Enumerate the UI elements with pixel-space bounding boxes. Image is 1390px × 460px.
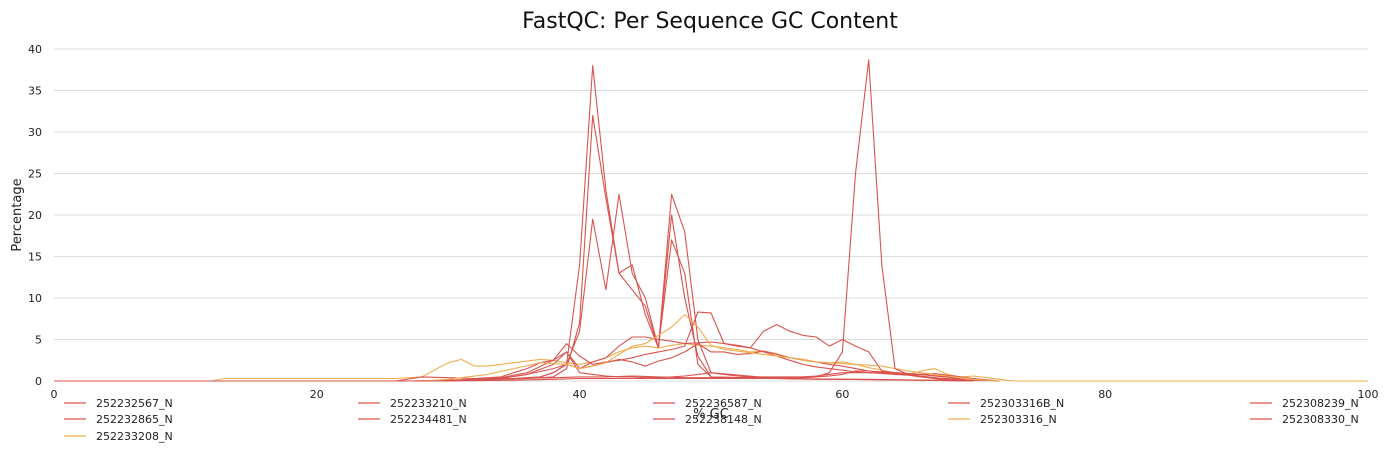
x-axis-ticks: 0 20 40 60 80 100 — [51, 388, 1379, 401]
series-lines — [54, 59, 1368, 382]
series-line-252232567_N — [54, 114, 1001, 382]
legend-label: 252303316B_N — [980, 397, 1064, 410]
y-tick-label: 25 — [28, 168, 42, 181]
y-tick-label: 15 — [28, 251, 42, 264]
series-line-252233208_N — [54, 343, 1368, 382]
chart-title: FastQC: Per Sequence GC Content — [522, 9, 898, 34]
legend-label: 252232865_N — [96, 413, 173, 426]
y-axis-ticks: 0 5 10 15 20 25 30 35 40 — [28, 43, 42, 388]
y-tick-label: 40 — [28, 43, 42, 56]
series-line-252308239_N — [54, 59, 974, 382]
x-tick-label: 40 — [573, 388, 587, 401]
y-tick-label: 30 — [28, 126, 42, 139]
series-line-252234481_N — [54, 65, 974, 382]
legend-label: 252238148_N — [685, 413, 762, 426]
series-line-252303316B_N — [54, 351, 974, 382]
y-axis-title: Percentage — [10, 178, 25, 251]
gridlines — [54, 48, 1368, 382]
legend-label: 252308330_N — [1282, 413, 1359, 426]
legend-label: 252236587_N — [685, 397, 762, 410]
legend-label: 252233210_N — [390, 397, 467, 410]
x-tick-label: 60 — [835, 388, 849, 401]
legend-label: 252303316_N — [980, 413, 1057, 426]
series-line-252238148_N — [54, 311, 974, 382]
series-line-252308330_N — [54, 370, 974, 382]
x-tick-label: 80 — [1098, 388, 1112, 401]
x-tick-label: 20 — [310, 388, 324, 401]
x-tick-label: 100 — [1358, 388, 1379, 401]
legend-label: 252232567_N — [96, 397, 173, 410]
series-line-252303316_N — [54, 314, 1001, 382]
y-tick-label: 0 — [35, 375, 42, 388]
legend-label: 252233208_N — [96, 430, 173, 443]
legend-label: 252234481_N — [390, 413, 467, 426]
y-tick-label: 10 — [28, 292, 42, 305]
y-tick-label: 5 — [35, 334, 42, 347]
legend: 252232567_N 252232865_N 252233208_N 2522332… — [64, 397, 1359, 443]
y-tick-label: 20 — [28, 209, 42, 222]
series-line-252233210_N — [54, 343, 1001, 382]
legend-label: 252308239_N — [1282, 397, 1359, 410]
series-line-252236587_N — [54, 336, 974, 382]
series-line-252232865_N — [54, 193, 974, 382]
x-axis-title: % GC — [693, 407, 729, 422]
x-tick-label: 0 — [51, 388, 58, 401]
y-tick-label: 35 — [28, 85, 42, 98]
